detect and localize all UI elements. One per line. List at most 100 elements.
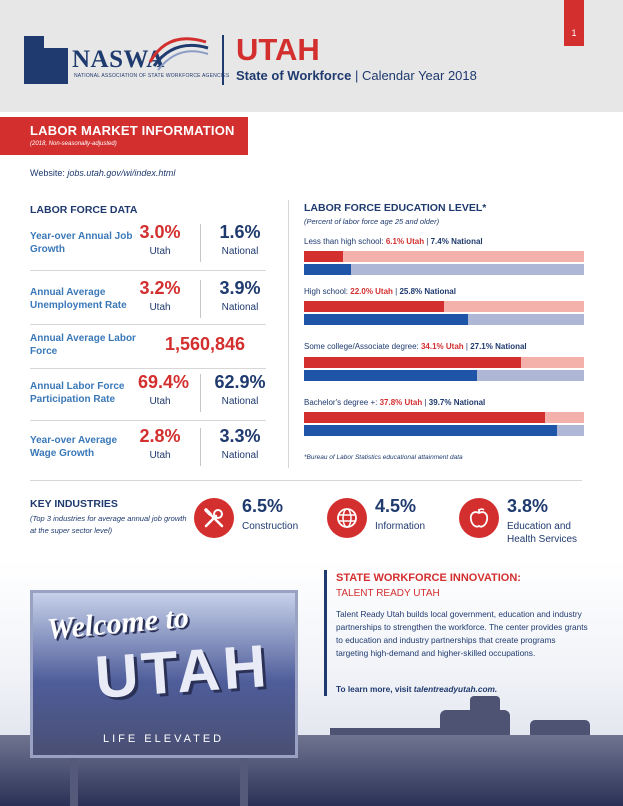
- innovation-accent-bar: [324, 570, 327, 696]
- value-divider: [200, 224, 201, 262]
- utah-bar: [304, 301, 444, 312]
- row-divider: [30, 420, 266, 421]
- innovation-title: STATE WORKFORCE INNOVATION:: [336, 572, 521, 584]
- lf-row-unemployment: Annual Average Unemployment Rate 3.2% Ut…: [30, 278, 266, 338]
- industry-growth: 4.5%: [375, 496, 417, 516]
- utah-label: Utah: [149, 302, 171, 313]
- lf-label: Annual Average Unemployment Rate: [30, 287, 127, 311]
- utah-share: 22.0% Utah: [350, 287, 393, 296]
- national-bar: [304, 370, 477, 381]
- national-bar: [304, 425, 557, 436]
- key-industries-title: KEY INDUSTRIES: [30, 498, 118, 510]
- page-number: 1: [564, 0, 584, 46]
- innovation-subtitle: TALENT READY UTAH: [336, 588, 440, 599]
- education-level-label: High school: 22.0% Utah | 25.8% National: [304, 287, 586, 296]
- globe-icon: [327, 498, 367, 538]
- lmi-subtitle: (2018, Non-seasonally-adjusted): [30, 141, 117, 147]
- national-value: 3.9%: [219, 278, 261, 298]
- innovation-section: STATE WORKFORCE INNOVATION: TALENT READY…: [324, 570, 588, 696]
- level-name: Some college/Associate degree:: [304, 342, 421, 351]
- national-bar: [304, 314, 468, 325]
- page-header: NASWA NATIONAL ASSOCIATION OF STATE WORK…: [0, 0, 623, 112]
- lf-label: Annual Average Labor Force: [30, 333, 136, 357]
- education-level-row: Some college/Associate degree: 34.1% Uta…: [304, 342, 586, 384]
- utah-bar-track: [304, 301, 584, 312]
- national-bar: [304, 264, 351, 275]
- separator: |: [392, 287, 400, 296]
- national-label: National: [221, 396, 259, 407]
- lf-label: Annual Labor Force Participation Rate: [30, 381, 125, 405]
- national-share: 39.7% National: [428, 398, 486, 407]
- labor-force-value: 1,560,846: [164, 334, 246, 354]
- national-share: 27.1% National: [470, 342, 527, 351]
- utah-label: Utah: [149, 450, 171, 461]
- report-subtitle-bold: State of Workforce: [236, 68, 352, 83]
- national-value: 3.3%: [219, 426, 261, 446]
- report-subtitle-rest: | Calendar Year 2018: [351, 68, 477, 83]
- level-name: High school:: [304, 287, 351, 296]
- level-name: Less than high school:: [304, 237, 386, 246]
- utah-bar: [304, 412, 545, 423]
- education-level-row: High school: 22.0% Utah | 25.8% National: [304, 287, 586, 329]
- industry-name: Education and Health Services: [507, 521, 578, 545]
- website-line: Website: jobs.utah.gov/wi/index.html: [30, 168, 175, 178]
- website-link[interactable]: jobs.utah.gov/wi/index.html: [67, 168, 176, 178]
- sign-post: [70, 755, 78, 806]
- lf-row-wage-growth: Year-over Average Wage Growth 2.8% Utah …: [30, 426, 266, 486]
- website-label: Website:: [30, 168, 68, 178]
- separator: |: [422, 398, 429, 407]
- utah-value: 3.0%: [139, 222, 181, 242]
- education-level-label: Some college/Associate degree: 34.1% Uta…: [304, 342, 586, 351]
- lf-row-job-growth: Year-over Annual Job Growth 3.0% Utah 1.…: [30, 222, 266, 282]
- national-share: 7.4% National: [430, 237, 483, 246]
- lmi-title: LABOR MARKET INFORMATION: [30, 123, 235, 138]
- lf-row-labor-force: Annual Average Labor Force 1,560,846: [30, 332, 266, 384]
- education-title: LABOR FORCE EDUCATION LEVEL*: [304, 202, 487, 214]
- naswa-subtitle: NATIONAL ASSOCIATION OF STATE WORKFORCE …: [74, 73, 230, 79]
- industry-growth: 6.5%: [242, 496, 284, 516]
- national-label: National: [221, 450, 259, 461]
- row-divider: [30, 270, 266, 271]
- section-divider: [30, 480, 582, 481]
- talent-ready-link[interactable]: talentreadyutah.com.: [413, 684, 498, 694]
- tools-icon: [194, 498, 234, 538]
- national-bar-track: [304, 264, 584, 275]
- state-title: UTAH: [236, 32, 320, 67]
- utah-value: 2.8%: [139, 426, 181, 446]
- utah-share: 37.8% Utah: [379, 398, 423, 407]
- utah-bar: [304, 251, 343, 262]
- utah-bar: [304, 357, 521, 368]
- report-subtitle: State of Workforce | Calendar Year 2018: [236, 68, 477, 83]
- national-label: National: [221, 246, 259, 257]
- key-industries-subtitle: (Top 3 industries for average annual job…: [30, 514, 187, 535]
- apple-icon: [459, 498, 499, 538]
- education-level-label: Less than high school: 6.1% Utah | 7.4% …: [304, 237, 586, 246]
- lf-label: Year-over Annual Job Growth: [30, 231, 133, 255]
- level-name: Bachelor's degree +:: [304, 398, 380, 407]
- education-level-label: Bachelor's degree +: 37.8% Utah | 39.7% …: [304, 398, 586, 407]
- value-divider: [200, 280, 201, 318]
- labor-force-data-title: LABOR FORCE DATA: [30, 204, 138, 216]
- education-subtitle: (Percent of labor force age 25 and older…: [304, 217, 440, 226]
- industry-name: Construction: [242, 521, 299, 532]
- utah-value: 3.2%: [139, 278, 181, 298]
- education-footnote: *Bureau of Labor Statistics educational …: [304, 454, 463, 461]
- row-divider: [30, 368, 266, 369]
- sign-slogan: LIFE ELEVATED: [103, 733, 225, 745]
- mesa-ridge: [330, 728, 470, 738]
- swoosh-icon: [148, 37, 209, 71]
- mesa-rock: [470, 696, 500, 716]
- lf-row-participation: Annual Labor Force Participation Rate 69…: [30, 372, 266, 432]
- naswa-logo: NASWA: [72, 46, 165, 73]
- industry-growth: 3.8%: [507, 496, 549, 516]
- sign-post: [240, 755, 248, 806]
- sign-utah-text: UTAH: [92, 632, 272, 711]
- education-level-row: Bachelor's degree +: 37.8% Utah | 39.7% …: [304, 398, 586, 440]
- separator: |: [424, 237, 431, 246]
- lmi-banner: LABOR MARKET INFORMATION (2018, Non-seas…: [0, 117, 248, 155]
- column-divider: [288, 200, 289, 468]
- utah-label: Utah: [149, 246, 171, 257]
- separator: |: [463, 342, 471, 351]
- national-label: National: [221, 302, 259, 313]
- utah-label: Utah: [149, 396, 171, 407]
